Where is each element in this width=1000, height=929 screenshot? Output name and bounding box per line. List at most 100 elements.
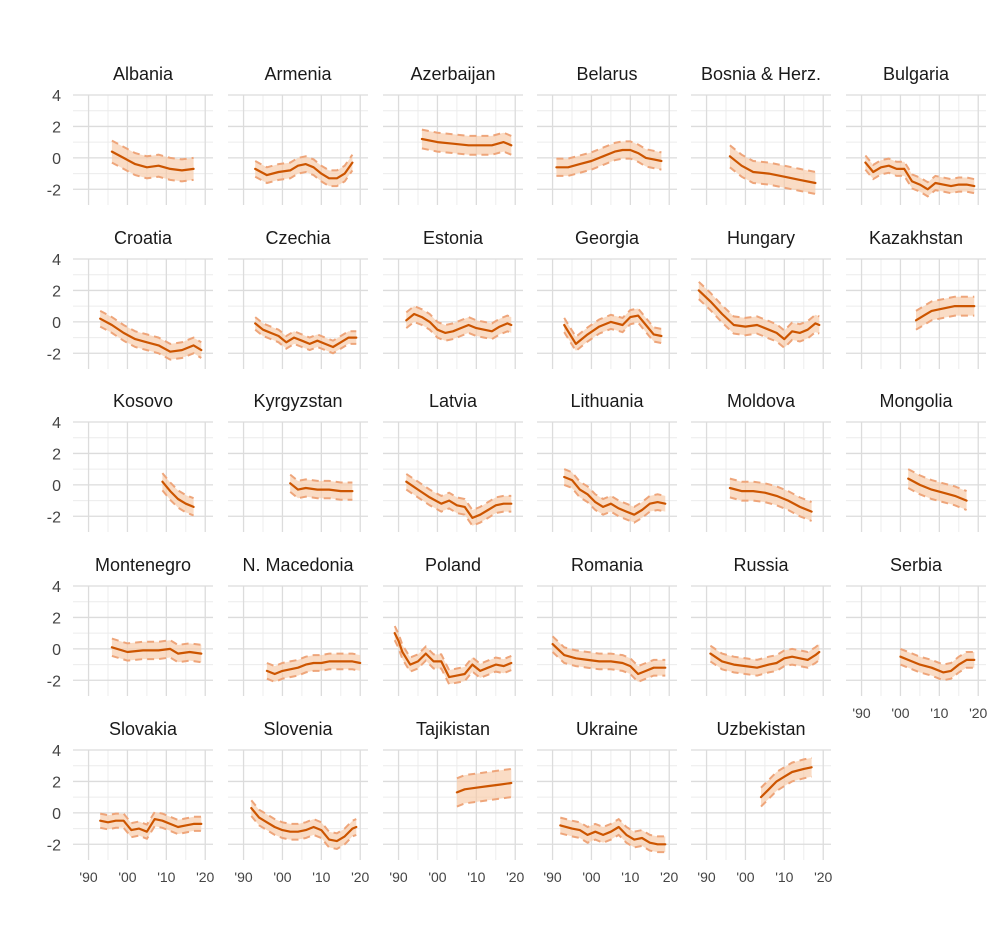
panel-slovenia: Slovenia '90 '00 '10 '20 <box>228 719 370 885</box>
upper-bound-line <box>405 304 512 327</box>
upper-bound-line <box>864 154 975 184</box>
lower-bound-line <box>709 659 820 677</box>
series-line <box>254 322 358 349</box>
panel-hungary: Hungary <box>691 228 831 369</box>
lower-bound-line <box>99 325 202 361</box>
panel-title: Poland <box>425 555 481 575</box>
panel-montenegro: Montenegro 4 2 0 -2 <box>47 555 213 696</box>
y-tick-label: 0 <box>52 151 61 168</box>
series-line <box>899 655 976 674</box>
confidence-band <box>564 469 666 523</box>
upper-bound-line <box>111 637 202 646</box>
x-tick-label: '90 <box>234 869 252 885</box>
panel-title: Hungary <box>727 228 795 248</box>
y-tick-label: -2 <box>47 182 61 199</box>
x-tick-label: '90 <box>697 869 715 885</box>
y-tick-label: 4 <box>52 252 61 269</box>
upper-bound-line <box>99 310 202 345</box>
panel-title: Romania <box>571 555 644 575</box>
confidence-band <box>456 768 512 807</box>
lower-bound-line <box>563 321 662 353</box>
panel-estonia: Estonia <box>383 228 523 369</box>
lower-bound-line <box>760 775 812 808</box>
lower-bound-line <box>456 796 512 808</box>
series-line <box>709 650 821 669</box>
series-line <box>728 155 817 185</box>
confidence-band <box>266 653 361 682</box>
panel-title: Albania <box>113 64 174 84</box>
panel-poland: Poland <box>383 555 523 696</box>
confidence-band <box>251 800 357 849</box>
panel-title: Kazakhstan <box>869 228 963 248</box>
panel-czechia: Czechia <box>228 228 368 369</box>
panel-azerbaijan: Azerbaijan <box>383 64 523 205</box>
upper-bound-line <box>563 468 666 509</box>
confidence-band <box>710 644 820 676</box>
y-tick-label: 0 <box>52 315 61 332</box>
y-tick-label: 2 <box>52 283 61 300</box>
upper-bound-line <box>900 647 975 666</box>
panel-kazakhstan: Kazakhstan <box>846 228 986 369</box>
upper-bound-line <box>907 468 967 493</box>
series-line <box>405 312 513 334</box>
confidence-band <box>916 296 975 330</box>
panel-armenia: Armenia <box>228 64 368 205</box>
upper-bound-line <box>560 816 666 838</box>
y-tick-label: -2 <box>47 509 61 526</box>
x-tick-label: '10 <box>467 869 485 885</box>
confidence-band <box>560 817 666 853</box>
series-line <box>759 766 813 799</box>
panel-title: Estonia <box>423 228 484 248</box>
panel-mongolia: Mongolia <box>846 391 986 532</box>
panel-russia: Russia <box>691 555 831 696</box>
lower-bound-line <box>254 169 354 188</box>
lower-bound-line <box>560 832 666 854</box>
upper-bound-line <box>289 473 353 484</box>
panel-lithuania: Lithuania <box>537 391 677 532</box>
upper-bound-line <box>421 128 512 137</box>
lower-bound-line <box>250 815 357 851</box>
panel-title: Mongolia <box>879 391 953 411</box>
lower-bound-line <box>99 825 202 841</box>
panel-title: Ukraine <box>576 719 638 739</box>
series-line <box>555 148 663 169</box>
series-line <box>559 824 667 846</box>
series-line <box>161 480 195 508</box>
panel-albania: Albania 4 2 0 -2 <box>47 64 213 205</box>
lower-bound-line <box>729 496 812 522</box>
lower-bound-line <box>551 651 666 684</box>
x-tick-label: '00 <box>428 869 446 885</box>
panel-title: Uzbekistan <box>716 719 805 739</box>
y-tick-label: 4 <box>52 415 61 432</box>
x-tick-label: '20 <box>506 869 524 885</box>
y-tick-label: 0 <box>52 806 61 823</box>
panel-title: Armenia <box>264 64 332 84</box>
series-line <box>864 161 976 191</box>
panel-georgia: Georgia <box>537 228 677 369</box>
x-tick-label: '10 <box>157 869 175 885</box>
panel-serbia: Serbia '90 '00 '10 '20 <box>846 555 988 721</box>
lower-bound-line <box>563 483 666 524</box>
upper-bound-line <box>709 643 820 661</box>
y-tick-label: 2 <box>52 446 61 463</box>
x-tick-label: '00 <box>118 869 136 885</box>
y-tick-label: -2 <box>47 673 61 690</box>
lower-bound-line <box>393 639 512 686</box>
panel-title: Belarus <box>576 64 637 84</box>
upper-bound-line <box>760 756 812 789</box>
confidence-band <box>729 478 812 521</box>
panel-title: Serbia <box>890 555 943 575</box>
lower-bound-line <box>729 166 816 195</box>
y-tick-label: 4 <box>52 743 61 760</box>
confidence-band <box>552 636 666 682</box>
confidence-band <box>900 648 975 681</box>
lower-bound-line <box>900 663 975 682</box>
lower-bound-line <box>111 161 194 183</box>
panel-slovakia: Slovakia 4 2 0 -2 '90 '00 '10 '20 <box>47 719 215 885</box>
panel-title: N. Macedonia <box>242 555 354 575</box>
panel-kosovo: Kosovo 4 2 0 -2 <box>47 391 213 532</box>
upper-bound-line <box>99 810 202 826</box>
series-line <box>455 781 513 794</box>
series-line <box>289 482 354 493</box>
